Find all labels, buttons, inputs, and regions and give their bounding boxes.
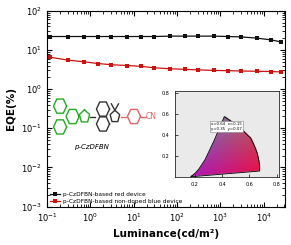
p-CzDFBN-based non-doped blue device: [270, 70, 273, 73]
p-CzDFBN-based non-doped blue device: [125, 64, 129, 67]
p-CzDFBN-based red device: [226, 35, 230, 38]
p-CzDFBN-based red device: [49, 35, 52, 38]
p-CzDFBN-based non-doped blue device: [239, 70, 243, 73]
p-CzDFBN-based red device: [109, 35, 113, 38]
p-CzDFBN-based red device: [168, 35, 172, 37]
p-CzDFBN-based red device: [152, 35, 156, 38]
p-CzDFBN-based non-doped blue device: [212, 69, 215, 72]
p-CzDFBN-based non-doped blue device: [196, 68, 199, 71]
p-CzDFBN-based non-doped blue device: [226, 69, 230, 72]
p-CzDFBN-based red device: [140, 35, 143, 38]
p-CzDFBN-based non-doped blue device: [279, 70, 283, 73]
p-CzDFBN-based red device: [270, 38, 273, 41]
p-CzDFBN-based non-doped blue device: [82, 60, 85, 63]
p-CzDFBN-based red device: [212, 35, 215, 37]
p-CzDFBN-based non-doped blue device: [183, 68, 187, 71]
p-CzDFBN-based non-doped blue device: [96, 62, 100, 65]
p-CzDFBN-based non-doped blue device: [66, 59, 69, 61]
p-CzDFBN-based red device: [66, 35, 69, 38]
p-CzDFBN-based non-doped blue device: [168, 67, 172, 70]
p-CzDFBN-based red device: [125, 35, 129, 38]
p-CzDFBN-based red device: [239, 36, 243, 38]
p-CzDFBN-based red device: [196, 35, 199, 37]
p-CzDFBN-based red device: [96, 35, 100, 38]
p-CzDFBN-based non-doped blue device: [49, 56, 52, 59]
p-CzDFBN-based red device: [82, 35, 85, 38]
p-CzDFBN-based red device: [255, 37, 259, 40]
Legend: p-CzDFBN-based red device, p-CzDFBN-based non-doped blue device: p-CzDFBN-based red device, p-CzDFBN-base…: [50, 192, 182, 204]
p-CzDFBN-based non-doped blue device: [152, 66, 156, 69]
Line: p-CzDFBN-based red device: p-CzDFBN-based red device: [48, 34, 283, 44]
p-CzDFBN-based non-doped blue device: [109, 63, 113, 66]
Y-axis label: EQE(%): EQE(%): [6, 87, 15, 130]
Line: p-CzDFBN-based non-doped blue device: p-CzDFBN-based non-doped blue device: [48, 55, 283, 74]
p-CzDFBN-based non-doped blue device: [255, 70, 259, 73]
X-axis label: Luminance(cd/m²): Luminance(cd/m²): [113, 230, 219, 239]
p-CzDFBN-based non-doped blue device: [140, 65, 143, 68]
p-CzDFBN-based red device: [183, 35, 187, 37]
p-CzDFBN-based red device: [279, 40, 283, 43]
